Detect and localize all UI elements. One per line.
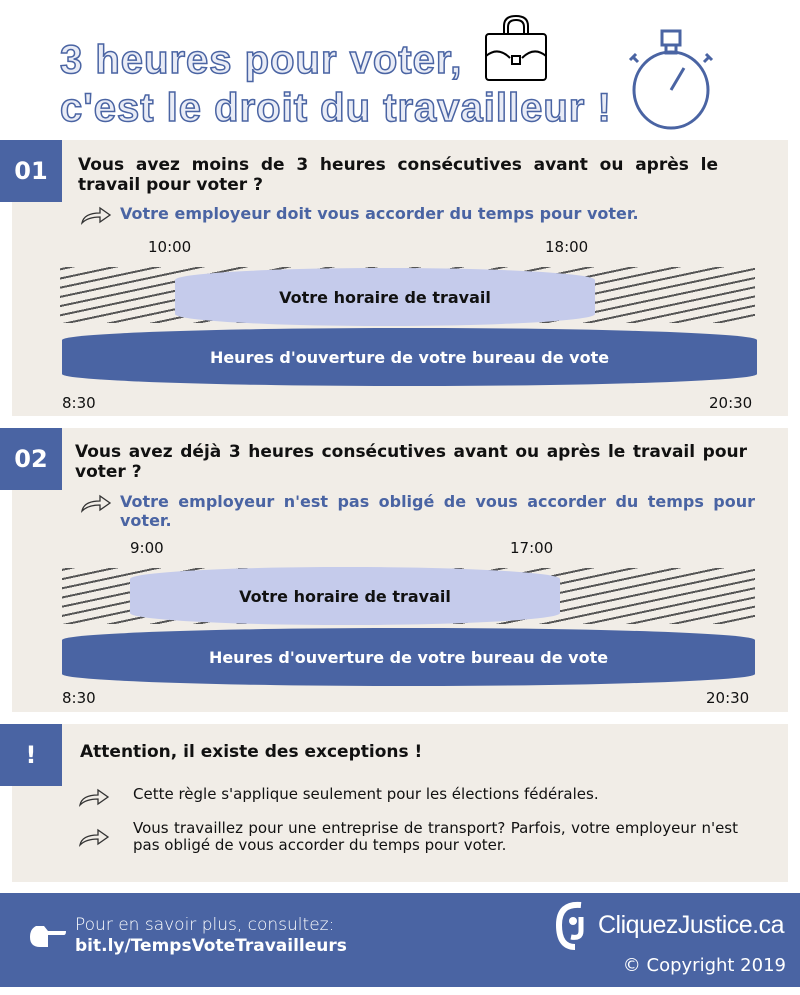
curved-arrow-icon (78, 828, 110, 847)
more-info-link[interactable]: bit.ly/TempsVoteTravailleurs (75, 936, 347, 956)
exceptions-heading: Attention, il existe des exceptions ! (80, 742, 423, 762)
copyright: © Copyright 2019 (622, 955, 786, 976)
work-end: 18:00 (545, 238, 589, 256)
section-number: 02 (0, 428, 62, 490)
work-end: 17:00 (510, 539, 554, 557)
exception-item: Vous travaillez pour une entreprise de t… (133, 819, 738, 854)
more-info-text: Pour en savoir plus, consultez: (75, 915, 335, 935)
question: Vous avez déjà 3 heures consécutives ava… (75, 442, 747, 482)
polling-hours-bar: Heures d'ouverture de votre bureau de vo… (62, 628, 755, 686)
stopwatch-icon (628, 29, 714, 130)
vote-start: 8:30 (62, 689, 96, 707)
title-line-2: c'est le droit du travailleur ! (59, 85, 612, 131)
exceptions-section (12, 724, 788, 882)
section-number: 01 (0, 140, 62, 202)
vote-start: 8:30 (62, 394, 96, 412)
work-schedule-bar: Votre horaire de travail (175, 268, 595, 326)
footer: Pour en savoir plus, consultez: bit.ly/T… (0, 893, 800, 987)
polling-hours-bar: Heures d'ouverture de votre bureau de vo… (62, 328, 757, 386)
pointing-hand-icon (30, 926, 66, 947)
vote-end: 20:30 (706, 689, 750, 707)
answer: Votre employeur doit vous accorder du te… (120, 204, 639, 223)
briefcase-icon (485, 14, 547, 81)
curved-arrow-icon (80, 494, 112, 513)
answer: Votre employeur n'est pas obligé de vous… (120, 492, 755, 530)
logo-text: CliquezJustice.ca (598, 911, 785, 939)
work-start: 10:00 (148, 238, 192, 256)
warning-badge: ! (0, 724, 62, 786)
curved-arrow-icon (78, 788, 110, 807)
work-schedule-bar: Votre horaire de travail (130, 567, 560, 625)
title-line-1: 3 heures pour voter, (59, 37, 463, 83)
curved-arrow-icon (80, 206, 112, 225)
work-start: 9:00 (130, 539, 164, 557)
cliquezjustice-logo-icon (555, 901, 584, 950)
vote-end: 20:30 (709, 394, 753, 412)
question: Vous avez moins de 3 heures consécutives… (78, 155, 718, 195)
exception-item: Cette règle s'applique seulement pour le… (133, 785, 599, 803)
